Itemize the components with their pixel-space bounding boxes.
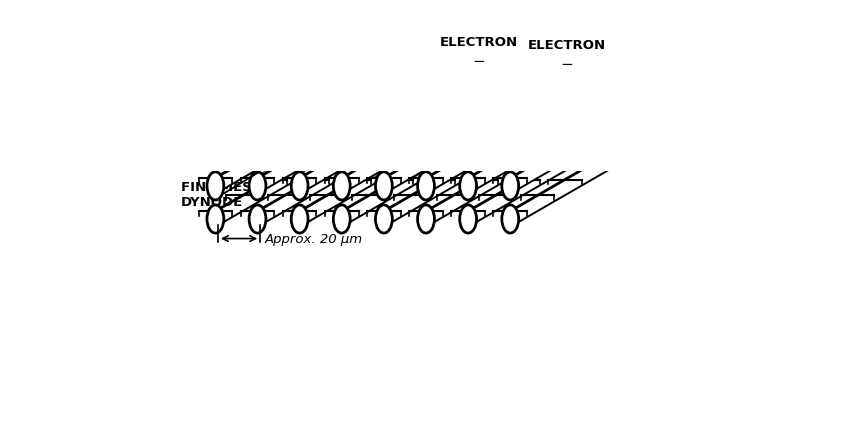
Ellipse shape — [333, 172, 351, 201]
Text: −: − — [561, 57, 574, 72]
Polygon shape — [426, 85, 645, 227]
Polygon shape — [299, 85, 518, 227]
Ellipse shape — [249, 205, 266, 233]
Polygon shape — [384, 53, 603, 194]
Ellipse shape — [471, 53, 486, 69]
Polygon shape — [469, 53, 687, 194]
Ellipse shape — [292, 172, 308, 201]
Polygon shape — [215, 53, 434, 194]
Ellipse shape — [207, 172, 224, 201]
Ellipse shape — [477, 111, 489, 126]
Text: ELECTRON: ELECTRON — [528, 39, 606, 52]
Ellipse shape — [207, 205, 224, 233]
Ellipse shape — [529, 115, 540, 128]
Ellipse shape — [498, 111, 512, 127]
Ellipse shape — [249, 172, 266, 201]
Polygon shape — [342, 85, 561, 227]
Ellipse shape — [487, 119, 496, 130]
Ellipse shape — [540, 118, 550, 130]
Ellipse shape — [375, 205, 392, 233]
Polygon shape — [510, 53, 729, 194]
Polygon shape — [469, 85, 687, 227]
Ellipse shape — [375, 172, 392, 201]
Ellipse shape — [502, 205, 519, 233]
Polygon shape — [426, 53, 645, 194]
Polygon shape — [257, 85, 476, 227]
Polygon shape — [257, 53, 476, 194]
Ellipse shape — [417, 172, 434, 201]
Polygon shape — [342, 53, 561, 194]
Polygon shape — [215, 85, 434, 227]
Polygon shape — [510, 85, 729, 227]
Ellipse shape — [417, 205, 434, 233]
Text: −: − — [473, 54, 486, 69]
Ellipse shape — [333, 205, 351, 233]
Polygon shape — [299, 53, 518, 194]
Ellipse shape — [521, 118, 529, 128]
Ellipse shape — [292, 205, 308, 233]
Ellipse shape — [502, 172, 519, 201]
Text: Approx. 20 μm: Approx. 20 μm — [265, 233, 363, 246]
Ellipse shape — [559, 56, 575, 72]
Text: FINE MESH
DYNODE: FINE MESH DYNODE — [181, 181, 263, 208]
Ellipse shape — [460, 172, 476, 201]
Text: ELECTRON: ELECTRON — [439, 36, 518, 49]
Polygon shape — [384, 85, 603, 227]
Ellipse shape — [460, 205, 476, 233]
